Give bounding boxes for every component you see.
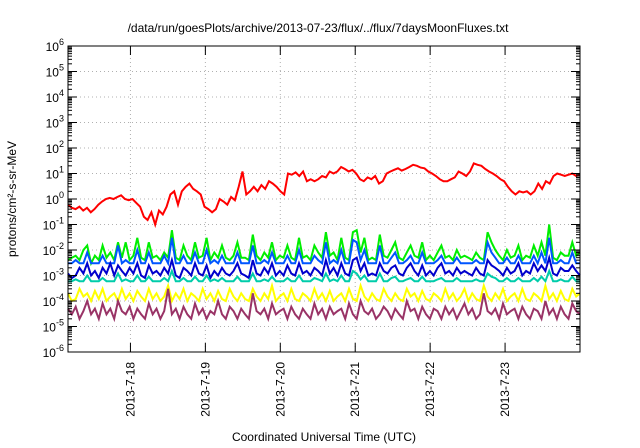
y-tick-exponent: -5 bbox=[56, 318, 64, 328]
x-tick-label: 2013-7-21 bbox=[348, 362, 362, 417]
y-tick-exponent: 5 bbox=[59, 63, 64, 73]
y-tick-exponent: 4 bbox=[59, 88, 64, 98]
y-tick-exponent: 1 bbox=[59, 165, 64, 175]
tick-marks bbox=[68, 45, 580, 353]
x-axis-label: Coordinated Universal Time (UTC) bbox=[232, 430, 416, 444]
y-tick-label: 10-5 bbox=[43, 318, 64, 335]
y-tick-base: 10 bbox=[46, 193, 60, 207]
y-tick-label: 102 bbox=[46, 139, 64, 156]
series-line-1 bbox=[67, 224, 581, 267]
series-line-6 bbox=[67, 288, 581, 323]
series-line-2 bbox=[68, 237, 580, 267]
y-tick-label: 100 bbox=[46, 190, 64, 207]
y-tick-base: 10 bbox=[46, 117, 60, 131]
y-tick-base: 10 bbox=[43, 346, 57, 360]
y-tick-exponent: 3 bbox=[59, 114, 64, 124]
series-line-4 bbox=[68, 268, 580, 284]
x-tick-label: 2013-7-22 bbox=[423, 362, 437, 417]
series-line-0 bbox=[67, 162, 581, 229]
y-tick-label: 106 bbox=[46, 37, 64, 54]
y-tick-label: 101 bbox=[46, 165, 64, 182]
series-layer bbox=[67, 162, 581, 323]
y-tick-base: 10 bbox=[46, 91, 60, 105]
y-tick-label: 10-2 bbox=[43, 241, 64, 258]
y-tick-label: 103 bbox=[46, 114, 64, 131]
x-tick-label: 2013-7-20 bbox=[273, 362, 287, 417]
y-tick-label: 10-1 bbox=[43, 216, 64, 233]
y-tick-base: 10 bbox=[43, 219, 57, 233]
y-tick-label: 105 bbox=[46, 63, 64, 80]
x-tick-label: 2013-7-18 bbox=[123, 362, 137, 417]
series-line-5 bbox=[67, 281, 581, 304]
y-tick-label: 104 bbox=[46, 88, 64, 105]
y-tick-base: 10 bbox=[43, 244, 57, 258]
y-tick-exponent: -4 bbox=[56, 292, 64, 302]
y-tick-base: 10 bbox=[43, 270, 57, 284]
x-tick-label: 2013-7-19 bbox=[198, 362, 212, 417]
y-tick-base: 10 bbox=[43, 321, 57, 335]
y-axis-label: protons/cm²-s-sr-MeV bbox=[5, 141, 19, 257]
y-tick-base: 10 bbox=[46, 142, 60, 156]
series-line-3 bbox=[67, 253, 581, 281]
y-tick-base: 10 bbox=[46, 168, 60, 182]
y-tick-exponent: 0 bbox=[59, 190, 64, 200]
y-tick-label: 10-6 bbox=[43, 343, 64, 360]
y-tick-base: 10 bbox=[46, 40, 60, 54]
y-tick-exponent: -6 bbox=[56, 343, 64, 353]
y-tick-labels: 10-610-510-410-310-210-11001011021031041… bbox=[43, 37, 64, 360]
y-tick-exponent: -3 bbox=[56, 267, 64, 277]
y-tick-exponent: 2 bbox=[59, 139, 64, 149]
x-tick-labels: 2013-7-18 2013-7-19 2013-7-20 2013-7-21 2013… bbox=[123, 362, 512, 417]
y-tick-exponent: -2 bbox=[56, 241, 64, 251]
chart-title: /data/run/goesPlots/archive/2013-07-23/f… bbox=[128, 21, 510, 35]
y-tick-label: 10-4 bbox=[43, 292, 64, 309]
y-tick-exponent: -1 bbox=[56, 216, 64, 226]
y-tick-label: 10-3 bbox=[43, 267, 64, 284]
y-tick-base: 10 bbox=[46, 66, 60, 80]
y-tick-exponent: 6 bbox=[59, 37, 64, 47]
y-tick-base: 10 bbox=[43, 295, 57, 309]
x-tick-label: 2013-7-23 bbox=[498, 362, 512, 417]
